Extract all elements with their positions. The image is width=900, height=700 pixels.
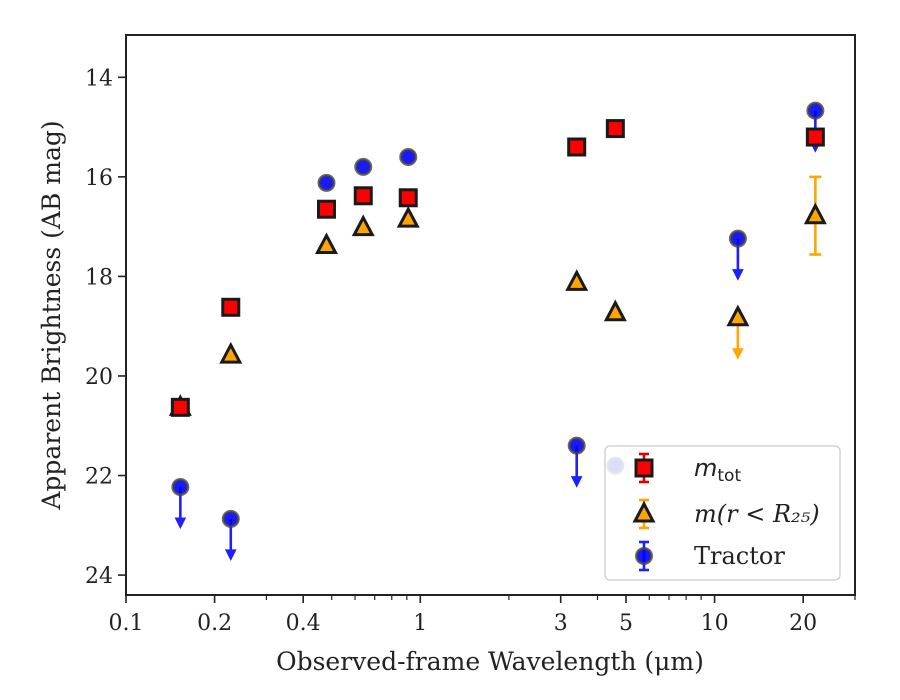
legend-label-tractor: Tractor xyxy=(694,542,785,570)
y-tick-label: 16 xyxy=(85,166,113,191)
upper-limit-arrowhead xyxy=(732,269,744,281)
legend-label-m_r25: m(r < R₂₅) xyxy=(694,500,820,528)
data-point-m_r25 xyxy=(219,341,243,364)
upper-limit-arrowhead xyxy=(732,348,744,360)
data-point-tractor xyxy=(221,509,240,528)
x-tick-label: 0.1 xyxy=(109,611,144,636)
upper-limit-arrowhead xyxy=(570,476,583,488)
data-point-mtot xyxy=(805,127,825,147)
y-tick-label: 14 xyxy=(85,66,113,91)
data-point-tractor xyxy=(728,229,747,248)
data-point-tractor xyxy=(399,147,418,166)
x-tick-label: 10 xyxy=(701,611,729,636)
data-point-mtot xyxy=(398,188,418,208)
upper-limit-arrowhead xyxy=(224,549,237,561)
y-tick-label: 20 xyxy=(85,365,113,390)
data-point-tractor xyxy=(354,157,373,176)
data-point-mtot xyxy=(221,297,241,317)
x-axis-label: Observed-frame Wavelength (μm) xyxy=(276,647,704,676)
x-tick-label: 0.2 xyxy=(197,611,232,636)
y-axis-label: Apparent Brightness (AB mag) xyxy=(37,120,66,510)
data-point-mtot xyxy=(605,119,625,139)
axis-ticks: 0.1 0.2 0.4 1 3 5 10 20 14 16 18 20 22 24 xyxy=(85,66,856,636)
y-tick-label: 18 xyxy=(85,265,113,290)
data-marks xyxy=(168,101,827,561)
data-point-tractor xyxy=(171,477,190,496)
data-point-m_r25 xyxy=(351,214,375,237)
upper-limit-arrowhead xyxy=(174,517,187,530)
data-point-tractor xyxy=(567,436,586,455)
x-tick-label: 5 xyxy=(619,611,633,636)
data-point-tractor xyxy=(317,173,336,192)
x-tick-label: 0.4 xyxy=(286,611,321,636)
data-point-m_r25 xyxy=(565,269,589,291)
data-point-m_r25 xyxy=(396,205,420,228)
x-tick-label: 3 xyxy=(554,611,568,636)
data-point-mtot xyxy=(316,199,336,219)
data-point-m_r25 xyxy=(726,304,750,327)
legend-box xyxy=(604,445,841,581)
legend: mtot m(r < R₂₅) Tractor xyxy=(604,445,841,581)
legend-label-mtot: mtot xyxy=(694,454,741,486)
y-tick-label: 22 xyxy=(85,465,113,490)
x-tick-label: 20 xyxy=(789,611,817,636)
legend-marker-m_r25 xyxy=(632,500,656,523)
data-point-m_r25 xyxy=(603,299,627,322)
series-mtot xyxy=(170,119,825,417)
data-point-tractor xyxy=(806,101,825,120)
y-tick-label: 24 xyxy=(85,564,113,589)
data-point-mtot xyxy=(567,137,587,157)
legend-marker-tractor xyxy=(635,547,653,565)
data-point-mtot xyxy=(353,186,373,206)
plot-frame xyxy=(125,34,856,596)
x-tick-label: 1 xyxy=(413,611,427,636)
data-point-m_r25 xyxy=(803,202,827,225)
data-point-mtot xyxy=(170,397,190,417)
data-point-m_r25 xyxy=(314,232,338,255)
legend-marker-mtot xyxy=(634,458,654,478)
